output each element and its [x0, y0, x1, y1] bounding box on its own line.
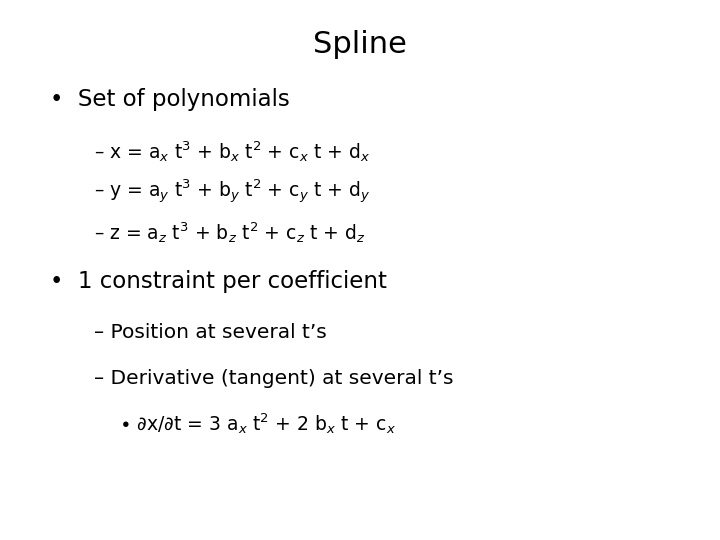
Text: – Position at several t’s: – Position at several t’s — [94, 322, 326, 342]
Text: – Derivative (tangent) at several t’s: – Derivative (tangent) at several t’s — [94, 368, 453, 388]
Text: – y = a$_{y}$ t$^3$ + b$_{y}$ t$^2$ + c$_{y}$ t + d$_{y}$: – y = a$_{y}$ t$^3$ + b$_{y}$ t$^2$ + c$… — [94, 178, 370, 206]
Text: Spline: Spline — [313, 30, 407, 59]
Text: – z = a$_{z}$ t$^3$ + b$_{z}$ t$^2$ + c$_{z}$ t + d$_{z}$: – z = a$_{z}$ t$^3$ + b$_{z}$ t$^2$ + c$… — [94, 220, 365, 245]
Text: •  Set of polynomials: • Set of polynomials — [50, 89, 290, 111]
Text: – x = a$_{x}$ t$^3$ + b$_{x}$ t$^2$ + c$_{x}$ t + d$_{x}$: – x = a$_{x}$ t$^3$ + b$_{x}$ t$^2$ + c$… — [94, 139, 370, 164]
Text: $\bullet$ $\partial$x/$\partial$t = 3 a$_x$ t$^2$ + 2 b$_x$ t + c$_x$: $\bullet$ $\partial$x/$\partial$t = 3 a$… — [119, 411, 396, 436]
Text: •  1 constraint per coefficient: • 1 constraint per coefficient — [50, 271, 387, 293]
